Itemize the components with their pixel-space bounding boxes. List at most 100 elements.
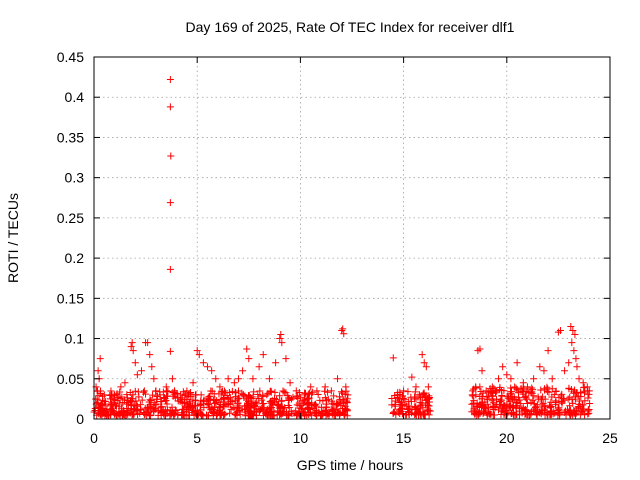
data-point bbox=[234, 387, 242, 395]
data-point bbox=[420, 389, 428, 397]
data-point bbox=[567, 322, 575, 330]
data-point bbox=[204, 401, 212, 409]
data-point bbox=[540, 367, 548, 375]
y-tick-label: 0.1 bbox=[65, 331, 85, 347]
data-point bbox=[391, 400, 399, 408]
data-point bbox=[388, 401, 396, 409]
data-point bbox=[95, 392, 103, 400]
data-point bbox=[419, 390, 427, 398]
data-point bbox=[343, 412, 351, 420]
data-point bbox=[249, 375, 257, 383]
data-point bbox=[158, 403, 166, 411]
data-point bbox=[342, 405, 350, 413]
data-point bbox=[200, 403, 208, 411]
data-point bbox=[282, 389, 290, 397]
data-point bbox=[575, 375, 583, 383]
data-point bbox=[424, 401, 432, 409]
data-point bbox=[200, 397, 208, 405]
data-point bbox=[276, 411, 284, 419]
data-point bbox=[556, 327, 564, 335]
data-point bbox=[271, 388, 279, 396]
data-point bbox=[418, 399, 426, 407]
data-point bbox=[93, 395, 101, 403]
data-point bbox=[399, 392, 407, 400]
data-point bbox=[292, 407, 300, 415]
data-point bbox=[107, 411, 114, 419]
data-point bbox=[395, 406, 403, 414]
data-point bbox=[307, 383, 315, 391]
data-point bbox=[478, 367, 486, 375]
data-point bbox=[148, 363, 156, 371]
x-tick-label: 0 bbox=[90, 430, 98, 446]
data-point bbox=[338, 389, 346, 397]
data-point bbox=[123, 391, 131, 399]
data-point bbox=[536, 363, 544, 371]
data-point bbox=[96, 355, 104, 363]
data-point bbox=[569, 399, 577, 407]
data-point bbox=[310, 409, 318, 417]
data-point bbox=[208, 405, 216, 413]
data-point bbox=[123, 400, 131, 408]
data-point bbox=[153, 393, 161, 401]
data-point bbox=[234, 399, 242, 407]
data-point bbox=[404, 388, 412, 396]
data-point bbox=[470, 385, 478, 393]
data-point bbox=[491, 403, 499, 411]
data-point bbox=[146, 351, 154, 359]
data-point bbox=[499, 403, 507, 411]
data-point bbox=[157, 403, 165, 411]
x-tick-label: 10 bbox=[293, 430, 309, 446]
data-point bbox=[305, 405, 313, 413]
data-point bbox=[197, 391, 205, 399]
data-point bbox=[339, 325, 347, 333]
data-point bbox=[255, 395, 263, 403]
data-point bbox=[140, 387, 148, 395]
data-point bbox=[343, 399, 351, 407]
data-point bbox=[424, 383, 432, 391]
data-point bbox=[312, 400, 320, 408]
data-point bbox=[131, 359, 139, 367]
data-point bbox=[130, 405, 138, 413]
y-tick-label: 0.15 bbox=[57, 290, 84, 306]
data-point bbox=[389, 354, 397, 362]
data-point bbox=[522, 394, 530, 402]
data-point bbox=[196, 406, 204, 414]
data-point bbox=[425, 406, 433, 414]
data-point bbox=[476, 393, 484, 401]
data-point bbox=[503, 371, 511, 379]
data-point bbox=[572, 355, 580, 363]
data-point bbox=[183, 387, 191, 395]
data-point bbox=[583, 383, 591, 391]
data-point bbox=[304, 390, 312, 398]
data-point bbox=[121, 379, 129, 387]
data-point bbox=[330, 406, 338, 414]
data-point bbox=[322, 396, 330, 404]
data-point bbox=[490, 411, 498, 419]
data-point bbox=[124, 407, 132, 415]
data-point bbox=[408, 373, 416, 381]
data-point bbox=[281, 404, 289, 412]
data-point bbox=[220, 393, 228, 401]
data-point bbox=[226, 409, 234, 417]
data-point bbox=[301, 391, 309, 399]
data-point bbox=[479, 410, 487, 418]
data-point bbox=[138, 396, 146, 404]
data-point bbox=[401, 396, 409, 404]
data-point bbox=[567, 386, 575, 394]
data-point bbox=[573, 389, 581, 397]
data-point bbox=[551, 398, 559, 406]
data-point bbox=[157, 411, 165, 419]
data-point bbox=[277, 331, 285, 339]
data-point bbox=[497, 396, 505, 404]
data-point bbox=[94, 399, 102, 407]
data-point bbox=[280, 388, 288, 396]
data-point bbox=[94, 367, 102, 375]
data-point bbox=[520, 406, 528, 414]
data-point bbox=[414, 405, 422, 413]
data-point bbox=[170, 387, 178, 395]
data-point bbox=[552, 388, 560, 396]
data-point bbox=[283, 392, 291, 400]
data-point bbox=[393, 391, 401, 399]
data-point bbox=[314, 390, 322, 398]
data-point bbox=[585, 387, 593, 395]
